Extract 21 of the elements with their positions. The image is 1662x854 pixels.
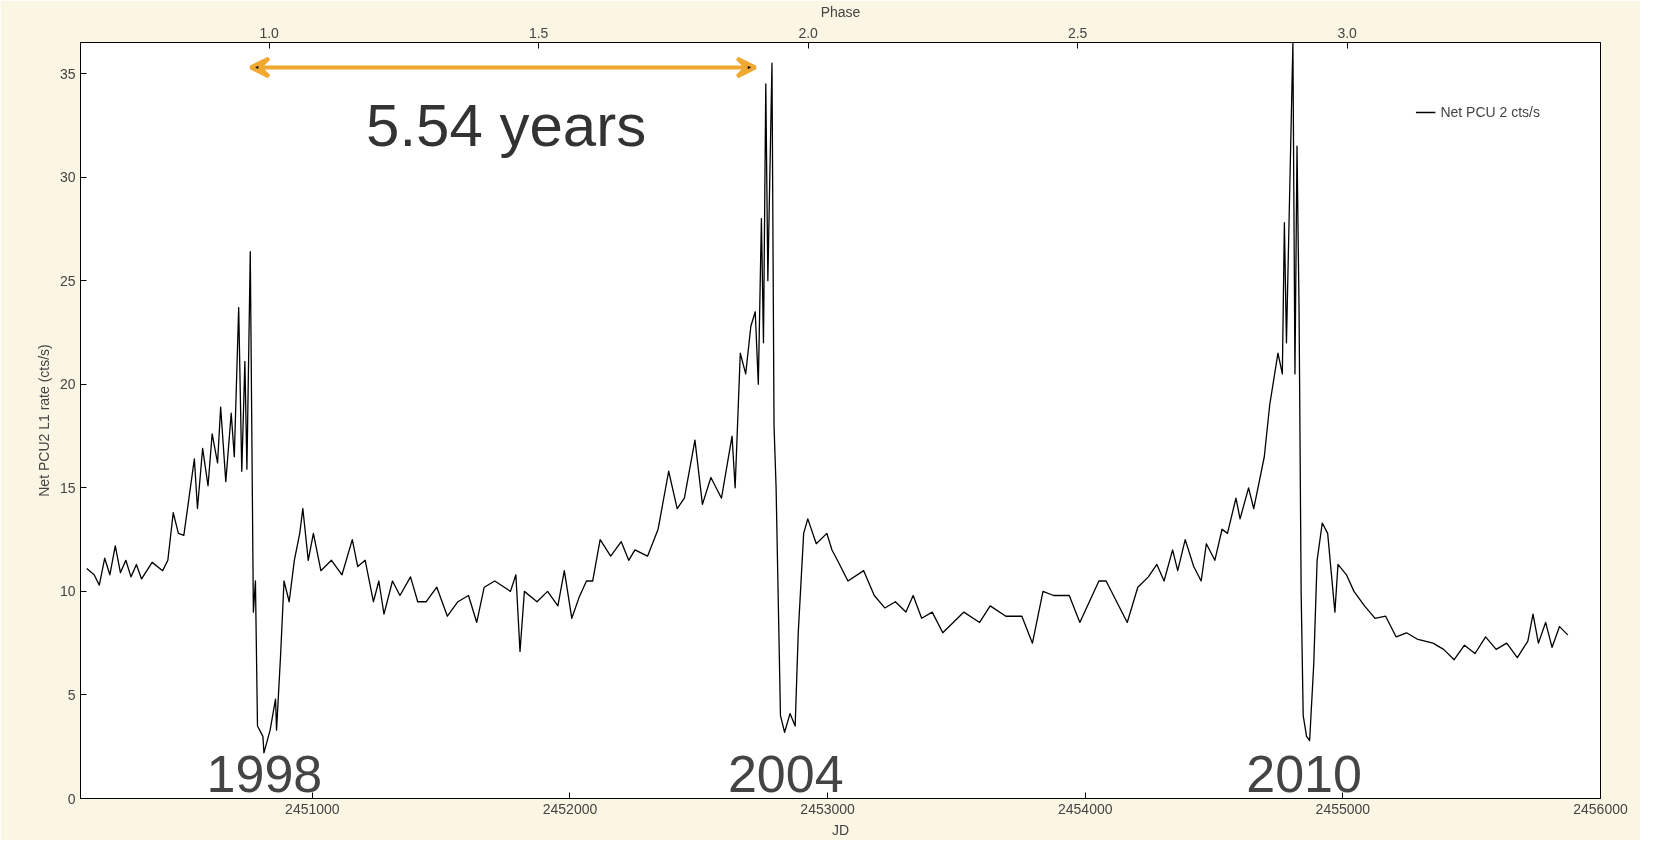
y-tick-label: 35	[59, 65, 76, 82]
annotation: 5.54 years	[366, 92, 647, 160]
x2-axis-title: Phase	[820, 3, 861, 20]
x-axis-title: JD	[831, 821, 850, 838]
y-tick-label: 0	[67, 790, 76, 807]
x2-tick-label: 3.0	[1337, 24, 1358, 41]
x2-tick-label: 1.5	[528, 24, 549, 41]
y-axis-title: Net PCU2 L1 rate (cts/s)	[35, 344, 52, 497]
x-tick-label: 2454000	[1057, 800, 1113, 817]
y-tick-label: 20	[59, 376, 76, 393]
x2-tick-label: 2.5	[1067, 24, 1088, 41]
x-tick-label: 2452000	[542, 800, 598, 817]
y-tick-label: 5	[67, 686, 76, 703]
x2-tick-label: 2.0	[798, 24, 819, 41]
x2-tick-label: 1.0	[259, 24, 280, 41]
y-tick-label: 15	[59, 479, 76, 496]
y-tick-label: 30	[59, 169, 76, 186]
x-tick-label: 2456000	[1573, 800, 1628, 817]
legend-label: Net PCU 2 cts/s	[1440, 104, 1540, 120]
y-tick-label: 10	[59, 583, 76, 600]
y-tick-label: 25	[59, 272, 76, 289]
